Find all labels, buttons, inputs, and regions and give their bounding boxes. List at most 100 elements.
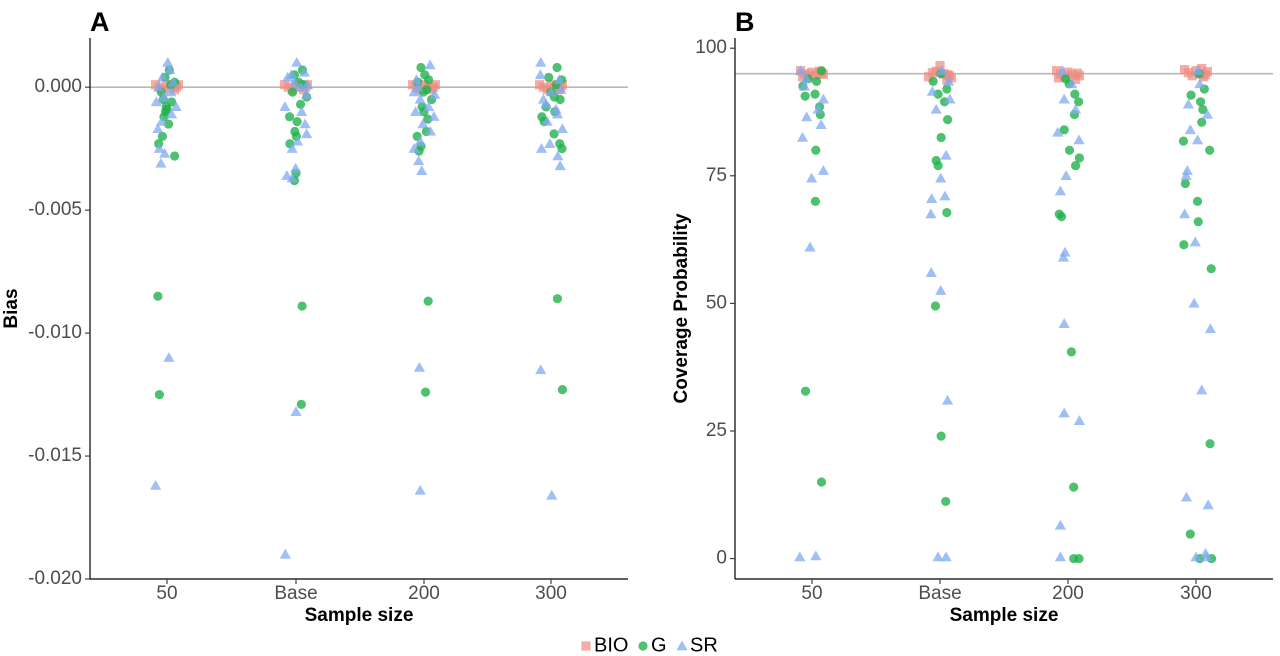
- data-point-sr: [424, 59, 436, 70]
- data-point-sr: [1073, 415, 1085, 425]
- data-point-sr: [279, 101, 291, 112]
- data-point-sr: [156, 71, 169, 82]
- data-point-g: [557, 385, 568, 395]
- data-point-g: [552, 294, 563, 304]
- data-point-g: [163, 119, 174, 129]
- data-point-bio: [1187, 71, 1197, 81]
- data-point-sr: [170, 101, 182, 112]
- x-axis-title: Sample size: [305, 605, 414, 626]
- data-point-g: [292, 117, 302, 127]
- data-point-sr: [291, 135, 304, 146]
- panel-label: B: [735, 7, 755, 37]
- data-point-sr: [163, 352, 175, 362]
- series-sr: [150, 56, 568, 559]
- legend-label: SR: [690, 634, 718, 656]
- data-point-g: [1205, 145, 1215, 155]
- data-point-g: [423, 296, 433, 306]
- data-point-g: [555, 94, 565, 105]
- data-point-sr: [152, 123, 164, 134]
- data-point-sr: [1204, 323, 1217, 334]
- data-point-sr: [413, 361, 426, 372]
- data-point-sr: [1184, 124, 1196, 135]
- x-tick-label: Base: [274, 583, 317, 604]
- y-tick-label: 100: [695, 37, 727, 58]
- series-bio: [796, 60, 1212, 85]
- data-point-sr: [800, 73, 812, 84]
- data-point-sr: [1188, 297, 1200, 308]
- data-point-sr: [940, 551, 952, 562]
- data-point-bio: [797, 72, 808, 82]
- data-point-sr: [540, 98, 552, 109]
- y-axis-title: Coverage Probability: [671, 213, 692, 403]
- data-point-g: [1056, 212, 1067, 222]
- x-tick-label: 300: [535, 583, 567, 604]
- legend: BIO G SR: [581, 634, 718, 656]
- data-point-sr: [286, 143, 298, 153]
- y-tick-label: -0.010: [28, 322, 82, 343]
- data-point-bio: [1053, 73, 1064, 83]
- legend-marker-sr: [676, 640, 688, 651]
- data-point-sr: [554, 160, 566, 171]
- data-point-sr: [408, 86, 420, 97]
- data-point-g: [552, 62, 562, 73]
- data-point-sr: [301, 79, 313, 89]
- data-point-sr: [925, 208, 937, 219]
- data-point-bio: [1200, 70, 1211, 80]
- data-point-sr: [1191, 134, 1204, 145]
- y-tick-label: 0: [716, 548, 727, 569]
- data-point-g: [423, 114, 433, 124]
- data-point-g: [170, 151, 180, 161]
- data-point-g: [154, 389, 164, 400]
- data-point-g: [1206, 264, 1216, 274]
- data-point-g: [295, 99, 306, 109]
- data-point-sr: [422, 101, 435, 112]
- series-g: [798, 66, 1217, 564]
- data-point-sr: [1196, 384, 1208, 395]
- data-point-g: [816, 66, 827, 76]
- legend-item-bio: BIO: [581, 634, 628, 656]
- data-point-sr: [156, 116, 168, 126]
- data-point-sr: [416, 165, 428, 175]
- series-g: [153, 62, 568, 410]
- data-point-sr: [943, 75, 955, 86]
- data-point-g: [800, 386, 811, 396]
- data-point-sr: [279, 548, 291, 559]
- data-point-sr: [556, 123, 568, 134]
- y-tick-label: 50: [706, 292, 727, 313]
- data-point-g: [816, 477, 827, 487]
- data-point-sr: [417, 118, 429, 129]
- data-point-sr: [1180, 491, 1193, 502]
- panel-label: A: [90, 7, 110, 37]
- data-point-g: [1205, 439, 1215, 449]
- data-point-g: [1074, 153, 1084, 163]
- data-point-g: [423, 75, 434, 85]
- data-point-sr: [429, 88, 441, 99]
- data-point-g: [1064, 145, 1075, 155]
- data-point-sr: [815, 119, 827, 129]
- data-point-sr: [551, 108, 564, 119]
- data-point-sr: [534, 69, 546, 80]
- data-point-g: [1180, 178, 1190, 189]
- data-point-g: [296, 399, 306, 410]
- series-sr: [794, 65, 1217, 562]
- data-point-sr: [798, 80, 810, 91]
- data-point-g: [811, 145, 821, 155]
- data-point-sr: [936, 65, 948, 75]
- data-point-sr: [555, 84, 567, 94]
- data-point-g: [1074, 553, 1084, 564]
- legend-marker-bio: [581, 641, 591, 651]
- data-point-sr: [942, 394, 954, 405]
- data-point-sr: [535, 143, 548, 153]
- x-axis-title: Sample size: [950, 605, 1059, 626]
- y-tick-label: 25: [706, 420, 727, 441]
- data-point-sr: [413, 155, 425, 166]
- data-point-sr: [290, 406, 302, 416]
- data-point-sr: [301, 128, 313, 139]
- data-point-sr: [939, 190, 951, 201]
- data-point-g: [1178, 136, 1189, 146]
- data-point-sr: [295, 81, 307, 92]
- data-point-sr: [414, 93, 426, 104]
- data-point-sr: [288, 76, 301, 87]
- data-point-sr: [1201, 551, 1213, 562]
